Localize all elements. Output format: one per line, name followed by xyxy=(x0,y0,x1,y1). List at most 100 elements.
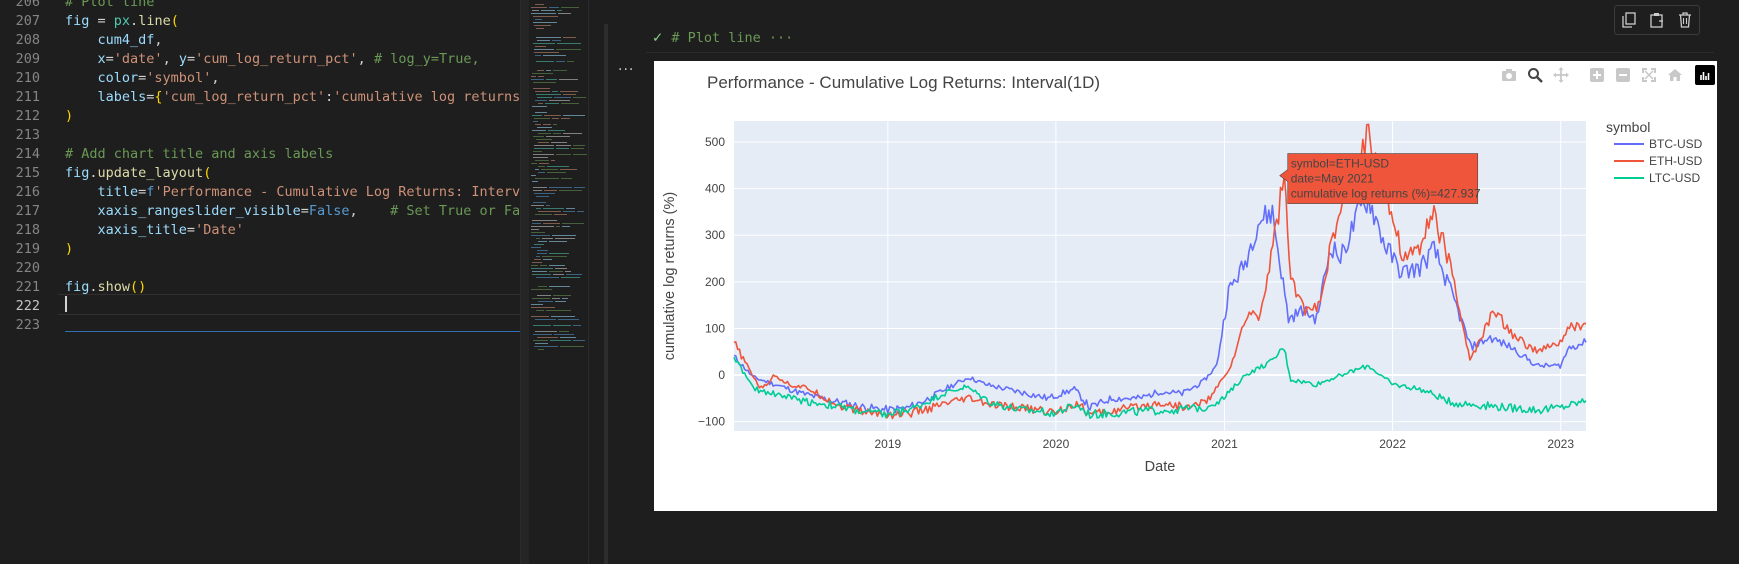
zoom-icon[interactable] xyxy=(1523,63,1547,87)
code-line[interactable]: 212) xyxy=(0,107,520,126)
minimap-line xyxy=(531,235,550,236)
code-line[interactable]: 219) xyxy=(0,240,520,259)
line-number: 206 xyxy=(15,0,40,10)
output-gutter-bar[interactable] xyxy=(604,24,608,564)
minimap-line xyxy=(561,7,579,8)
code-line[interactable]: 206 # Plot line xyxy=(0,0,520,12)
plotly-logo-icon[interactable] xyxy=(1695,65,1715,85)
minimap-line xyxy=(531,13,556,14)
x-axis-title: Date xyxy=(1145,459,1176,475)
code-line[interactable]: 208 cum4_df, xyxy=(0,31,520,50)
code-token: x xyxy=(65,51,106,67)
legend-item[interactable]: ETH-USD xyxy=(1614,154,1703,168)
code-line[interactable]: 221 fig.show() xyxy=(0,278,520,297)
copy-icon[interactable] xyxy=(1618,9,1640,31)
minimap-line xyxy=(531,205,544,206)
pane-divider xyxy=(588,0,589,564)
minimap-line xyxy=(543,124,551,125)
code-line[interactable]: 213 xyxy=(0,126,520,145)
code-line[interactable]: 207 fig = px.line( xyxy=(0,12,520,31)
minimap-line xyxy=(531,229,539,230)
legend-item[interactable]: LTC-USD xyxy=(1614,171,1700,185)
cell-toolbar xyxy=(1614,5,1700,35)
code-line[interactable]: 209 x='date', y='cum_log_return_pct', # … xyxy=(0,50,520,69)
code-token: 'cumulative log returns (% xyxy=(333,89,520,105)
code-line[interactable]: 223 xyxy=(0,316,520,335)
code-text: x='date', y='cum_log_return_pct', # log_… xyxy=(65,50,480,69)
minimap-line xyxy=(536,310,544,311)
pan-icon[interactable] xyxy=(1549,63,1573,87)
camera-icon[interactable] xyxy=(1497,63,1521,87)
line-number: 222 xyxy=(15,298,40,314)
line-chart[interactable]: Performance - Cumulative Log Returns: In… xyxy=(654,61,1717,511)
minimap-line xyxy=(532,115,542,116)
minimap-line xyxy=(538,103,543,104)
minimap-slider[interactable] xyxy=(521,0,529,564)
minimap-line xyxy=(539,163,549,164)
code-text: title=f'Performance - Cumulative Log Ret… xyxy=(65,183,521,202)
hover-text-line: date=May 2021 xyxy=(1291,172,1374,186)
code-line[interactable]: 220 xyxy=(0,259,520,278)
code-line[interactable]: 214 # Add chart title and axis labels xyxy=(0,145,520,164)
legend-item[interactable]: BTC-USD xyxy=(1614,137,1703,151)
code-line[interactable]: 217 xaxis_rangeslider_visible=False, # S… xyxy=(0,202,520,221)
code-token: = xyxy=(300,203,309,219)
minimap-line xyxy=(565,271,571,272)
output-cell-header[interactable]: ✓ # Plot line ··· xyxy=(652,28,793,48)
code-text: ) xyxy=(65,107,73,126)
minimap-line xyxy=(531,289,552,290)
code-line[interactable]: 216 title=f'Performance - Cumulative Log… xyxy=(0,183,520,202)
minimap-line xyxy=(566,208,575,209)
minimap-line xyxy=(561,277,580,278)
code-line[interactable]: 215 fig.update_layout( xyxy=(0,164,520,183)
code-token: 'date' xyxy=(113,51,163,67)
code-token: color xyxy=(65,70,139,86)
minimap-line xyxy=(562,298,568,299)
code-token: = xyxy=(138,70,147,86)
minimap-line xyxy=(558,13,571,14)
minimap-line xyxy=(554,97,571,98)
legend[interactable]: BTC-USD ETH-USD LTC-USD xyxy=(1614,137,1703,185)
minimap-line xyxy=(540,265,547,266)
minimap-line xyxy=(562,223,584,224)
code-token: ( xyxy=(170,13,179,29)
plotly-figure[interactable]: Performance - Cumulative Log Returns: In… xyxy=(654,61,1717,511)
more-actions-icon[interactable]: ··· xyxy=(618,62,635,78)
collapsed-cell-label[interactable]: # Plot line ··· xyxy=(671,30,794,46)
code-text: xaxis_rangeslider_visible=False, # Set T… xyxy=(65,202,521,221)
autoscale-icon[interactable] xyxy=(1637,63,1661,87)
minimap-line xyxy=(553,70,567,71)
line-number: 213 xyxy=(15,127,40,143)
code-token: , xyxy=(211,70,220,86)
minimap-line xyxy=(573,145,585,146)
code-token: 'symbol' xyxy=(146,70,212,86)
code-editor[interactable]: 206 # Plot line 207 fig = px.line(208 cum4_… xyxy=(0,0,520,564)
minimap[interactable] xyxy=(520,0,589,564)
zoom-out-icon[interactable] xyxy=(1611,63,1635,87)
code-line[interactable]: 222 xyxy=(0,297,520,316)
minimap-line xyxy=(555,268,567,269)
code-line[interactable]: 211 labels={'cum_log_return_pct':'cumula… xyxy=(0,88,520,107)
minimap-line xyxy=(573,97,586,98)
home-icon[interactable] xyxy=(1663,63,1687,87)
minimap-line xyxy=(533,121,538,122)
zoom-in-icon[interactable] xyxy=(1585,63,1609,87)
code-token: , xyxy=(349,203,391,219)
code-line[interactable]: 210 color='symbol', xyxy=(0,69,520,88)
x-tick-label: 2020 xyxy=(1043,437,1070,451)
minimap-line xyxy=(533,151,542,152)
minimap-line xyxy=(553,133,561,134)
series-line-ltc-usd xyxy=(733,348,1587,420)
minimap-line xyxy=(534,25,551,26)
minimap-line xyxy=(533,136,544,137)
paste-icon[interactable] xyxy=(1646,9,1668,31)
minimap-line xyxy=(534,118,550,119)
delete-icon[interactable] xyxy=(1674,9,1696,31)
y-tick-label: −100 xyxy=(698,415,725,429)
minimap-line xyxy=(546,70,551,71)
minimap-line xyxy=(560,337,576,338)
minimap-line xyxy=(531,265,538,266)
line-number: 207 xyxy=(15,13,40,29)
code-token: , xyxy=(162,51,179,67)
code-line[interactable]: 218 xaxis_title='Date' xyxy=(0,221,520,240)
